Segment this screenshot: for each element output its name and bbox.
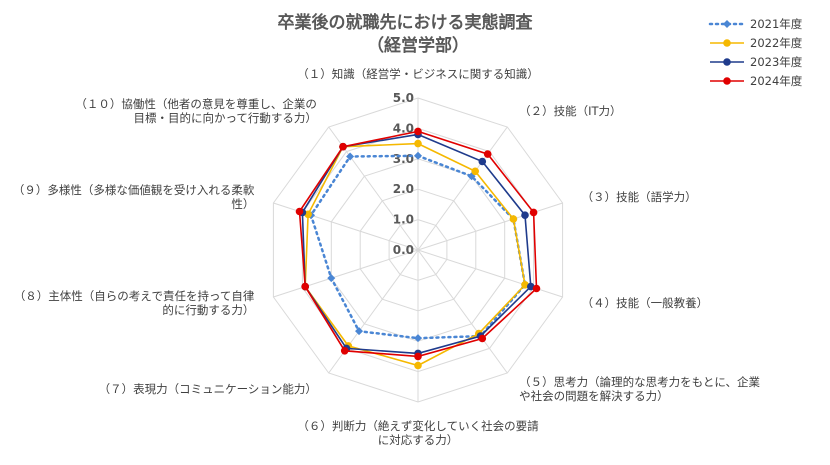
axis-label-6: （６）判断力（絶えず変化していく社会の要請に対応する力） — [297, 419, 539, 447]
data-point — [509, 215, 518, 223]
chart-subtitle: （経営学部） — [367, 35, 469, 56]
axis-label-5: （５）思考力（論理的な思考力をもとに、企業や社会の問題を解決する力） — [519, 375, 760, 403]
axis-label-9: （９）多様性（多様な価値観を受け入れる柔軟性） — [13, 183, 255, 211]
axis-label-3: （３）技能（語学力） — [582, 190, 697, 204]
legend: 2021年度 2022年度 2023年度 2024年度 — [708, 17, 803, 88]
legend-marker — [723, 20, 731, 28]
data-point — [527, 282, 535, 291]
axis-labels: （１）知識（経営学・ビジネスに関する知識） （２）技能（IT力） （３）技能（語学力… — [13, 67, 761, 447]
spoke-2 — [417, 126, 508, 251]
legend-label: 2021年度 — [750, 17, 803, 31]
data-point — [471, 167, 480, 176]
legend-marker — [723, 39, 731, 47]
data-point — [301, 282, 310, 291]
data-point — [521, 281, 529, 289]
data-point — [414, 352, 422, 361]
data-point — [529, 208, 538, 217]
data-point — [478, 334, 487, 343]
data-point — [340, 347, 349, 355]
series-line — [301, 133, 532, 355]
tick-label: 5.0 — [393, 91, 414, 105]
spoke-8 — [273, 249, 419, 298]
tick-label: 3.0 — [393, 152, 414, 166]
legend-label: 2024年度 — [750, 74, 803, 88]
legend-marker — [723, 58, 731, 66]
spoke-7 — [328, 249, 419, 374]
axis-label-2: （２）技能（IT力） — [519, 104, 621, 118]
legend-label: 2022年度 — [750, 36, 803, 50]
axis-label-7: （７）表現力（コミュニケーション能力） — [99, 382, 317, 396]
data-point — [478, 157, 487, 166]
data-point — [327, 274, 336, 283]
spoke-4 — [417, 249, 563, 298]
tick-label: 2.0 — [393, 182, 414, 196]
legend-item: 2021年度 — [708, 17, 803, 31]
data-point — [339, 142, 347, 151]
spoke-3 — [417, 202, 563, 251]
axis-label-1: （１）知識（経営学・ビジネスに関する知識） — [297, 67, 539, 81]
legend-item: 2023年度 — [710, 55, 803, 69]
axis-label-4: （４）技能（一般教養） — [582, 296, 709, 310]
legend-item: 2024年度 — [710, 74, 803, 88]
data-point — [521, 211, 529, 219]
data-point — [355, 327, 364, 336]
legend-label: 2023年度 — [750, 55, 803, 69]
data-point — [483, 150, 492, 158]
data-point — [414, 334, 422, 343]
data-point — [414, 139, 422, 148]
data-point — [304, 210, 312, 219]
data-point — [532, 284, 541, 293]
spoke-5 — [417, 249, 508, 374]
series-group — [295, 127, 541, 370]
tick-label: 0.0 — [393, 243, 414, 257]
chart-title: 卒業後の就職先における実態調査 — [278, 12, 534, 33]
axis-label-10: （１０）協働性（他者の意見を尊重し、企業の目標・目的に向かって行動する力） — [75, 97, 317, 125]
data-point — [414, 127, 422, 136]
tick-label: 4.0 — [393, 121, 414, 135]
series-2024年度 — [295, 127, 541, 361]
radial-tick-labels: 0.0 1.0 2.0 3.0 4.0 5.0 — [393, 91, 414, 257]
axis-label-8: （８）主体性（自らの考えで責任を持って自律的に行動する力） — [14, 289, 255, 317]
data-point — [414, 361, 422, 370]
data-point — [414, 151, 422, 160]
legend-item: 2022年度 — [710, 36, 803, 50]
data-point — [346, 152, 355, 161]
data-point — [295, 207, 304, 216]
tick-label: 1.0 — [393, 213, 414, 227]
legend-marker — [723, 77, 731, 85]
